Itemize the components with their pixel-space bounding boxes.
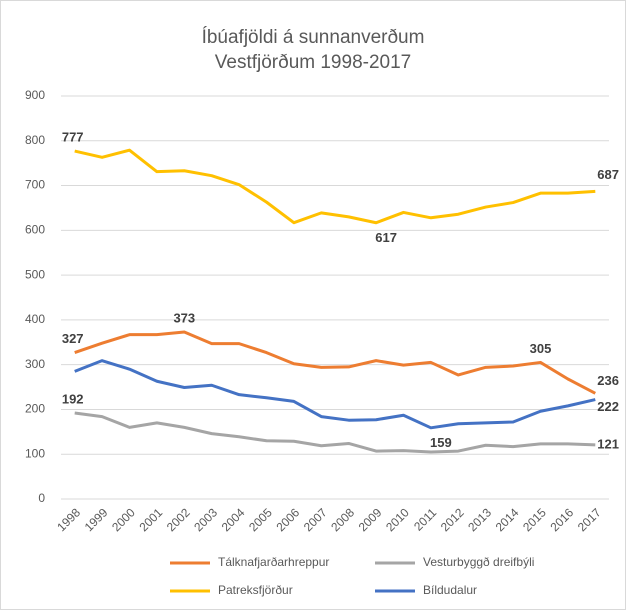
data-label: 121 [597,436,619,451]
series-line [74,148,596,225]
y-tick-label: 0 [38,491,45,505]
data-label: 373 [173,310,195,325]
data-label: 192 [62,391,84,406]
series-line [74,330,596,395]
legend-label: Patreksfjörður [218,583,293,597]
chart-title: Íbúafjöldi á sunnanverðum [202,27,425,48]
data-label: 222 [597,399,619,414]
legend-label: Vesturbyggð dreifbýli [423,555,534,569]
y-tick-label: 200 [25,402,45,416]
data-label: 305 [530,341,552,356]
y-tick-label: 300 [25,357,45,371]
data-label: 777 [62,130,84,145]
y-tick-label: 700 [25,178,45,192]
y-tick-label: 100 [25,446,45,460]
y-tick-label: 500 [25,267,45,281]
data-label: 617 [375,230,397,245]
y-tick-label: 400 [25,312,45,326]
y-tick-label: 600 [25,223,45,237]
y-tick-label: 900 [25,88,45,102]
legend-label: Tálknafjarðarhreppur [218,555,329,569]
y-tick-label: 800 [25,133,45,147]
data-label: 236 [597,373,619,388]
chart-title: Vestfjörðum 1998-2017 [215,52,411,73]
series-line [74,411,596,454]
series-line [74,359,596,430]
legend-label: Bíldudalur [423,583,477,597]
data-label: 327 [62,331,84,346]
data-label: 159 [430,435,452,450]
data-label: 687 [597,167,619,182]
